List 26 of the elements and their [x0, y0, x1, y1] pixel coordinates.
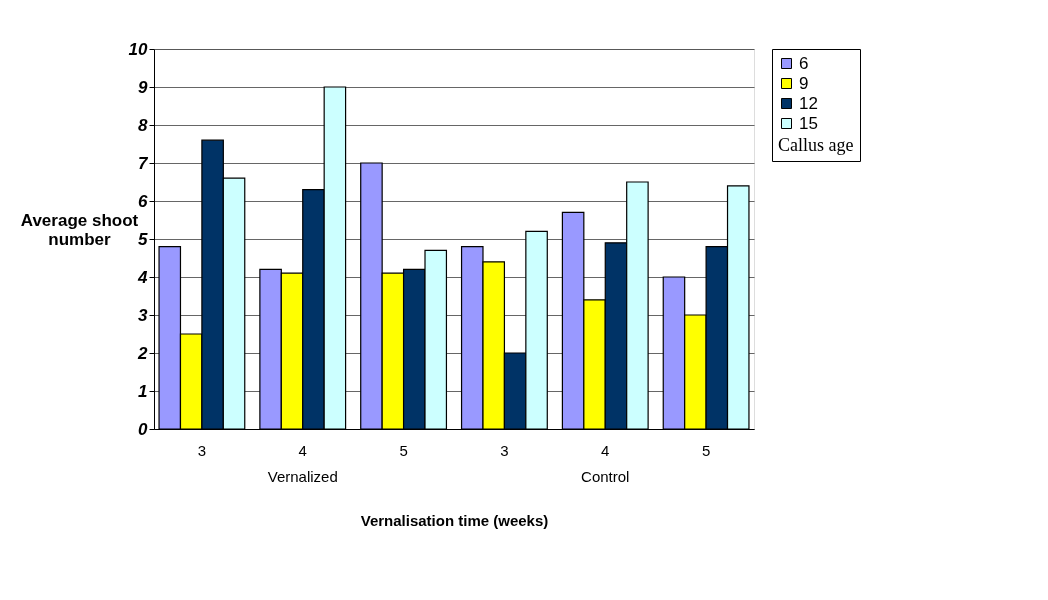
y-tick-label: 8 — [138, 115, 149, 135]
x-tick-label: 3 — [500, 441, 509, 459]
y-tick-label: 2 — [137, 343, 149, 363]
y-tick-label: 9 — [138, 77, 149, 97]
y-tick-label: 4 — [137, 267, 149, 287]
legend-label: 6 — [799, 53, 809, 73]
y-tick-label: 10 — [128, 39, 149, 59]
text: Vernalized — [267, 468, 338, 485]
y-tick-label: 0 — [138, 419, 149, 439]
x-tick-label: 3 — [197, 441, 207, 459]
legend-title: Callus age — [778, 135, 854, 155]
y-tick-label: 5 — [138, 229, 149, 249]
legend-label: 9 — [799, 73, 809, 93]
text: Control — [581, 468, 630, 485]
x-tick-label: 5 — [399, 441, 408, 459]
y-axis-title: Average shoot number — [20, 210, 139, 249]
legend-label: 12 — [799, 93, 818, 113]
x-tick-label: 4 — [298, 441, 307, 459]
x-tick-label: 4 — [601, 441, 610, 459]
y-tick-label: 1 — [138, 381, 148, 401]
x-tick-label: 5 — [701, 441, 711, 459]
legend-label: 15 — [799, 113, 818, 133]
y-tick-label: 6 — [138, 191, 149, 211]
y-tick-label: 3 — [138, 305, 149, 325]
x-axis-title: Vernalisation time (weeks) — [360, 511, 549, 529]
y-tick-label: 7 — [138, 153, 150, 173]
